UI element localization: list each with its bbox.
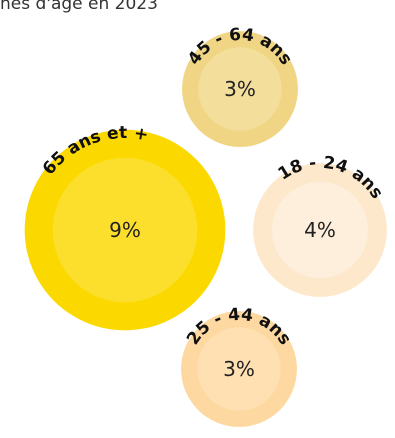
- bubble-inner-65-ans-et: [52, 157, 198, 303]
- bubble-value-25-44-ans: 3%: [223, 357, 255, 381]
- bubble-value-65-ans-et: 9%: [109, 218, 141, 242]
- bubble-value-45-64-ans: 3%: [224, 77, 256, 101]
- chart-title: nes d'âge en 2023: [0, 0, 158, 14]
- bubble-inner-25-44-ans: [197, 327, 281, 411]
- bubble-inner-45-64-ans: [198, 47, 282, 131]
- bubble-inner-18-24-ans: [271, 181, 369, 279]
- bubble-value-18-24-ans: 4%: [304, 218, 336, 242]
